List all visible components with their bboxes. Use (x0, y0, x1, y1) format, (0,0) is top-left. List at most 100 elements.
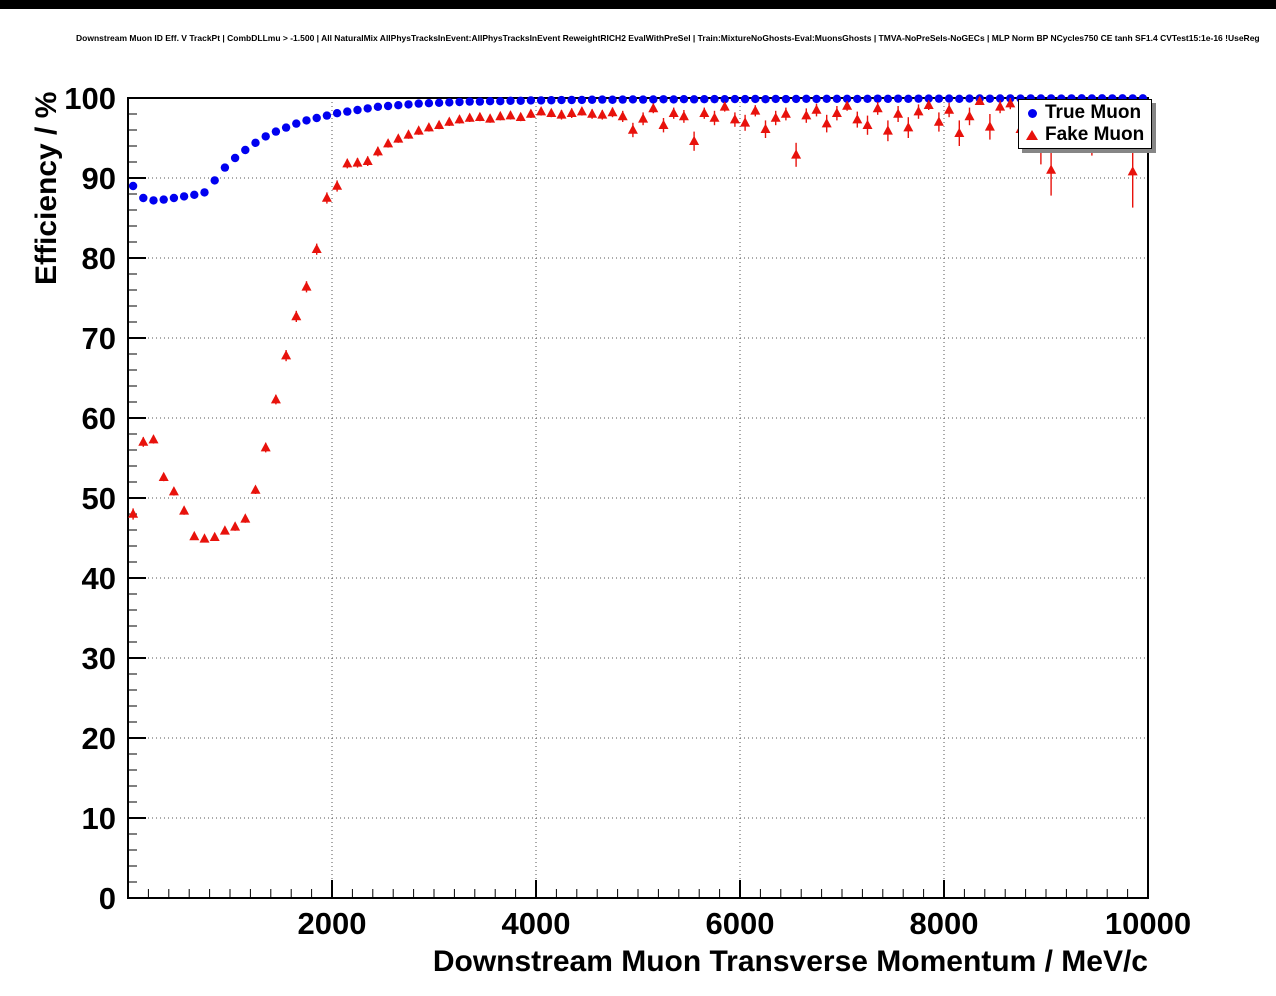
data-point (832, 94, 842, 104)
data-point (547, 96, 556, 105)
data-point (587, 95, 597, 104)
series-true-muon (128, 94, 1148, 205)
tick-labels: 0 10 20 30 40 50 60 70 80 90 100 2000 4000 6000 8000 10… (64, 81, 1191, 941)
data-point (873, 94, 882, 103)
data-point (770, 112, 781, 122)
data-point (536, 106, 547, 116)
data-point (434, 119, 445, 129)
data-point (454, 114, 465, 124)
data-point (220, 163, 230, 172)
data-point (883, 94, 893, 104)
data-point (944, 94, 954, 103)
data-point (598, 95, 607, 104)
data-point (485, 113, 496, 123)
data-point (638, 113, 649, 123)
data-point (934, 94, 944, 103)
data-point (138, 436, 149, 446)
data-point (710, 94, 719, 104)
fake-muon-marker-icon (1026, 130, 1038, 140)
data-point (353, 105, 362, 115)
data-point (791, 149, 802, 159)
data-point (659, 95, 668, 104)
data-point (506, 96, 515, 106)
y-axis-title: Efficiency / % (30, 92, 63, 285)
data-point (607, 106, 618, 117)
data-point (251, 138, 260, 147)
data-point (882, 125, 893, 135)
data-point (179, 505, 190, 515)
data-point (403, 129, 414, 139)
data-point (219, 525, 230, 535)
legend-entry-fake-muon: Fake Muon (1019, 124, 1151, 146)
y-tick-label: 60 (82, 401, 116, 436)
data-point (955, 94, 964, 104)
data-point (158, 471, 169, 481)
data-point (261, 132, 270, 141)
data-point (1005, 98, 1016, 108)
data-point (250, 484, 261, 494)
data-point (149, 196, 158, 205)
data-point (291, 310, 302, 321)
data-point (974, 95, 985, 105)
x-axis-title: Downstream Muon Transverse Momentum / Me… (433, 945, 1148, 978)
data-point (740, 117, 751, 127)
data-point (230, 153, 240, 163)
data-point (853, 94, 862, 104)
legend-label-true-muon: True Muon (1045, 102, 1142, 123)
data-point (475, 97, 485, 106)
data-point (465, 97, 474, 106)
data-point (343, 107, 352, 116)
y-tick-label: 90 (82, 161, 116, 196)
data-point (169, 193, 179, 203)
data-point (913, 106, 924, 116)
data-point (383, 138, 394, 148)
data-point (444, 116, 455, 126)
data-point (750, 105, 761, 115)
data-point (729, 114, 740, 124)
data-point (700, 95, 709, 104)
series-fake-muon (128, 95, 1138, 543)
data-point (760, 123, 771, 133)
y-tick-label: 30 (82, 641, 116, 676)
data-point (893, 108, 904, 118)
data-point (831, 107, 842, 117)
y-tick-label: 40 (82, 561, 116, 596)
legend-entry-true-muon: True Muon (1019, 102, 1151, 124)
data-point (842, 94, 852, 104)
data-point (852, 114, 863, 124)
data-point (557, 95, 566, 105)
data-point (771, 94, 780, 104)
data-point (159, 195, 168, 204)
grid-lines (128, 98, 1148, 898)
data-point (821, 118, 832, 128)
data-point (689, 95, 699, 104)
data-point (954, 127, 965, 137)
data-point (363, 104, 372, 113)
data-point (383, 101, 393, 111)
y-tick-label: 0 (99, 881, 116, 916)
data-point (332, 109, 342, 118)
data-point (525, 108, 536, 118)
data-point (965, 94, 974, 103)
data-point (485, 97, 495, 106)
data-point (751, 94, 760, 104)
data-point (842, 100, 853, 110)
data-point (689, 135, 700, 145)
data-point (669, 95, 678, 104)
data-point (321, 192, 332, 202)
data-point (709, 112, 720, 122)
data-point (260, 442, 271, 452)
data-point (302, 116, 311, 125)
data-point (200, 188, 209, 197)
marker-cell (1019, 108, 1045, 118)
data-point (668, 107, 679, 117)
data-point (413, 125, 424, 135)
data-point (455, 97, 464, 107)
data-point (190, 190, 199, 199)
plot-layer: 0 10 20 30 40 50 60 70 80 90 100 2000 4000 6000 8000 10… (64, 81, 1191, 941)
data-point (617, 110, 628, 121)
data-point (678, 110, 689, 121)
data-point (464, 112, 475, 122)
